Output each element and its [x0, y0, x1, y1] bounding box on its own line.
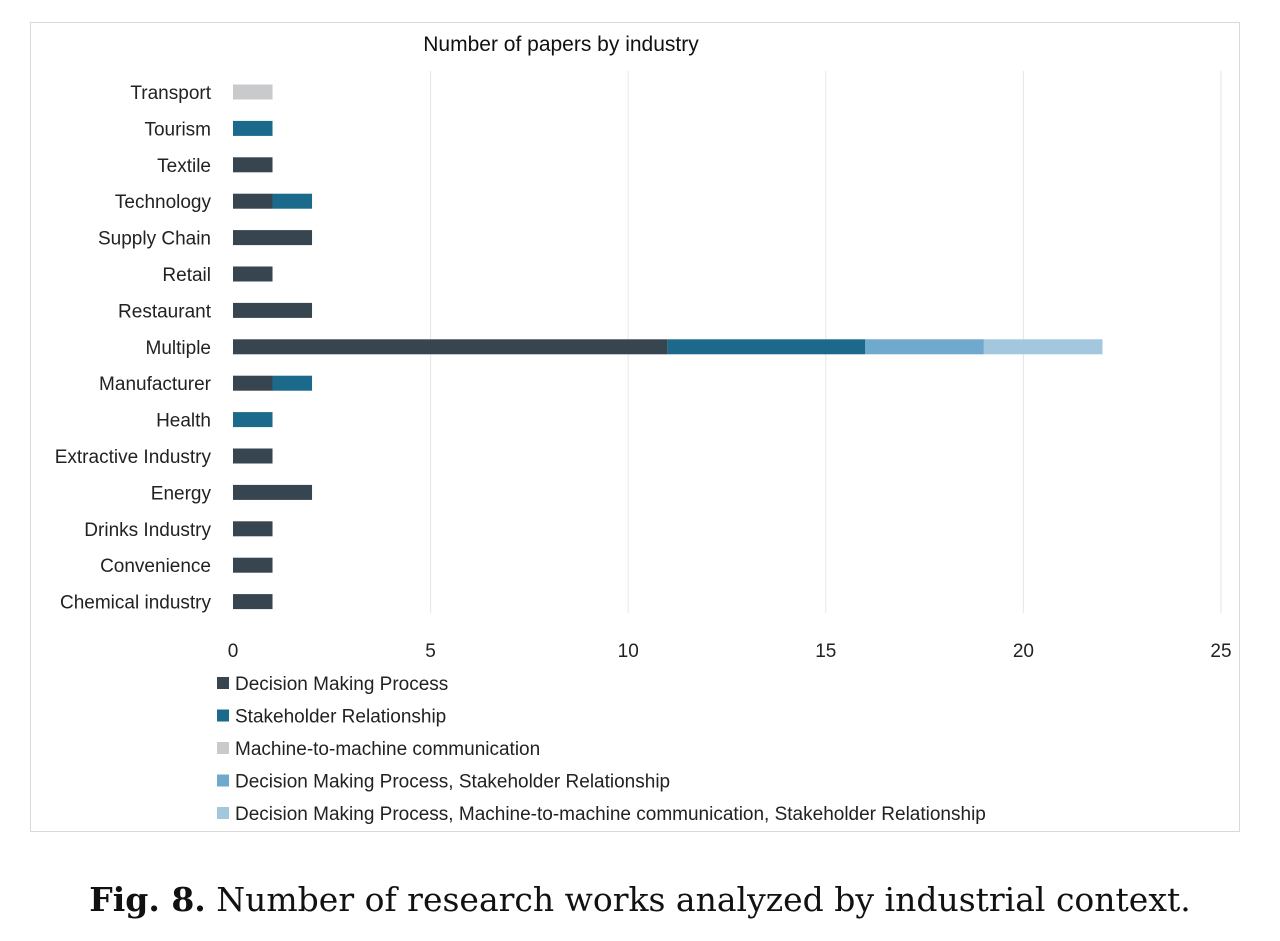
figure-caption-text: Number of research works analyzed by ind…: [216, 880, 1191, 919]
legend: Decision Making Process Stakeholder Relat…: [217, 674, 986, 825]
chart-title: Number of papers by industry: [423, 33, 699, 56]
legend-label: Decision Making Process, Machine-to-mach…: [235, 804, 986, 825]
x-axis-ticks: 0 5 10 15 20 25: [228, 641, 1232, 662]
bar-segment: [233, 521, 273, 537]
category-label: Energy: [151, 483, 212, 504]
x-tick-label: 25: [1210, 641, 1231, 662]
category-label: Manufacturer: [99, 374, 212, 395]
category-label: Convenience: [100, 556, 211, 577]
bar-segment: [667, 339, 866, 355]
legend-swatch: [217, 774, 229, 787]
category-label: Textile: [157, 156, 211, 177]
category-label: Multiple: [146, 338, 211, 359]
bar-segment: [233, 302, 313, 318]
legend-swatch: [217, 742, 229, 754]
bar-segment: [233, 412, 273, 428]
category-labels: Transport Tourism Textile Technology Supply …: [55, 83, 212, 614]
bar-segment: [233, 84, 273, 100]
bar-segment: [272, 375, 313, 391]
x-tick-label: 5: [425, 641, 436, 662]
category-label: Drinks Industry: [84, 520, 211, 541]
category-label: Tourism: [144, 119, 211, 140]
bar-segment: [233, 157, 273, 173]
category-label: Supply Chain: [98, 229, 211, 250]
category-label: Technology: [115, 192, 212, 213]
legend-label: Decision Making Process, Stakeholder Rel…: [235, 772, 670, 793]
legend-swatch: [217, 709, 229, 722]
bar-segment: [233, 193, 273, 209]
category-label: Restaurant: [118, 301, 212, 322]
chart-frame: Number of papers by industry Transport To…: [30, 22, 1240, 832]
category-label: Extractive Industry: [55, 447, 212, 468]
category-label: Chemical industry: [60, 593, 211, 614]
bar-segment: [983, 339, 1103, 355]
bars: [233, 84, 1103, 610]
category-label: Health: [156, 411, 211, 432]
x-tick-label: 20: [1013, 641, 1034, 662]
figure-caption: Fig. 8. Number of research works analyze…: [0, 880, 1280, 919]
bar-segment: [233, 484, 313, 500]
legend-label: Machine-to-machine communication: [235, 739, 540, 760]
bar-segment: [233, 375, 273, 391]
x-tick-label: 0: [228, 641, 239, 662]
bar-segment: [233, 120, 273, 136]
bar-segment: [233, 557, 273, 573]
x-tick-label: 10: [618, 641, 639, 662]
figure-label: Fig. 8.: [89, 880, 206, 919]
stacked-bar-chart: Number of papers by industry Transport To…: [55, 33, 1232, 825]
x-tick-label: 15: [815, 641, 836, 662]
legend-swatch: [217, 807, 229, 819]
legend-label: Stakeholder Relationship: [235, 707, 446, 728]
legend-swatch: [217, 677, 229, 689]
category-label: Retail: [162, 265, 211, 286]
bar-segment: [233, 594, 273, 610]
legend-label: Decision Making Process: [235, 674, 448, 695]
bar-segment: [233, 339, 668, 355]
bar-segment: [272, 193, 313, 209]
bar-segment: [233, 230, 313, 246]
bar-segment: [233, 448, 273, 464]
bar-segment: [865, 339, 984, 355]
bar-segment: [233, 266, 273, 282]
category-label: Transport: [130, 83, 211, 104]
